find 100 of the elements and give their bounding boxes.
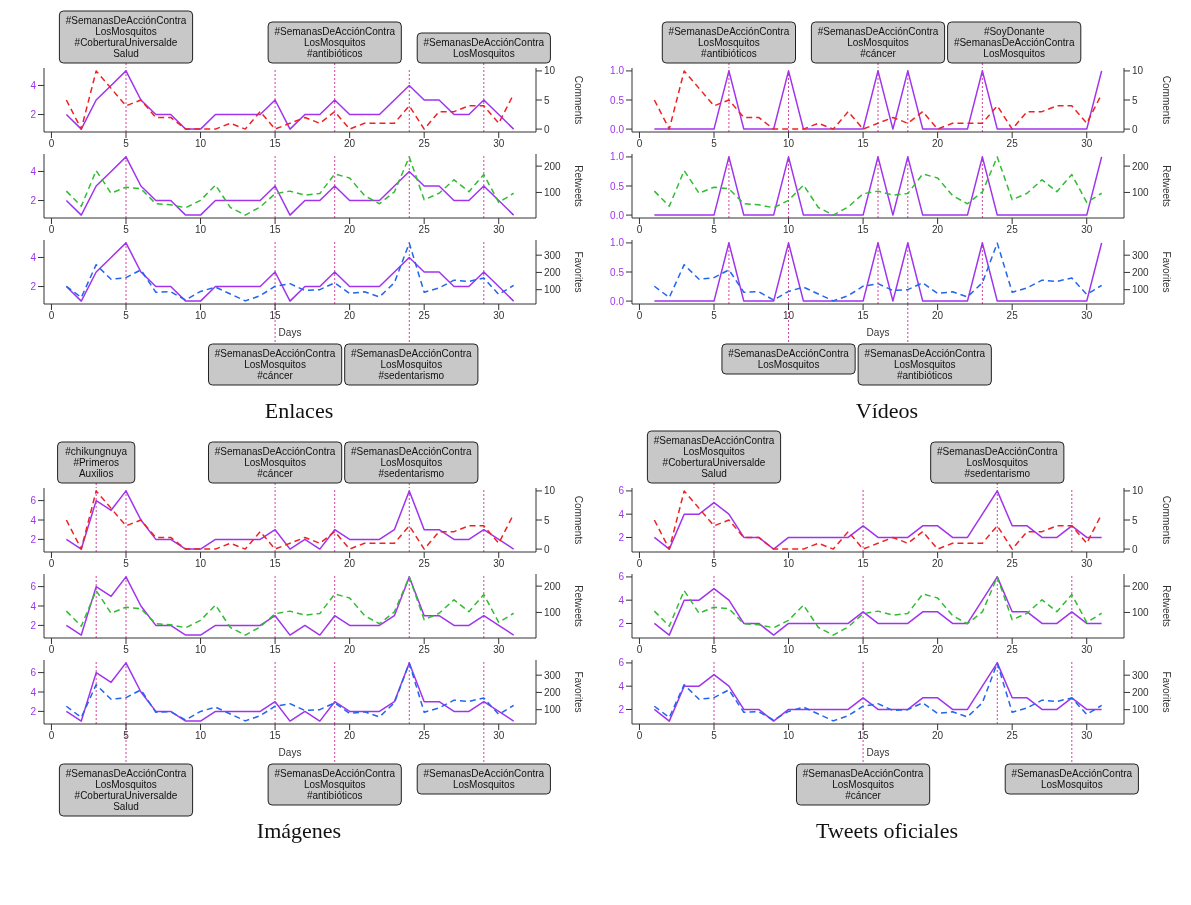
- y2-tick-label: 0: [1132, 543, 1138, 555]
- x-axis-title: Days: [278, 747, 302, 758]
- x-tick-label: 10: [194, 558, 207, 570]
- x-tick-label: 10: [782, 558, 795, 570]
- x-tick-label: 15: [857, 224, 870, 236]
- y2-tick-label: 100: [544, 704, 562, 716]
- y2-tick-label: 0: [544, 123, 550, 135]
- x-tick-label: 15: [857, 558, 870, 570]
- y2-tick-label: 5: [544, 514, 550, 526]
- text: Tweets oficiales: [815, 818, 959, 844]
- x-tick-label: 30: [1081, 558, 1093, 570]
- x-tick-label: 30: [1081, 138, 1093, 150]
- y-tick-label: 4: [30, 252, 37, 263]
- y-tick-label: 4: [30, 600, 37, 612]
- x-tick-label: 10: [782, 310, 795, 322]
- x-tick-label: 5: [123, 224, 130, 236]
- x-tick-label: 15: [857, 730, 870, 742]
- ref-line-label: #SemanasDeAcciónContra LosMosquitos: [1011, 768, 1133, 790]
- x-tick-label: 20: [344, 138, 356, 150]
- x-tick-label: 10: [194, 730, 207, 742]
- y-tick-label: 4: [30, 166, 37, 177]
- y2-tick-label: 100: [544, 607, 562, 618]
- ref-line-label: #chikungnuya #Primeros Auxilios: [65, 446, 128, 479]
- y2-tick-label: 300: [544, 249, 562, 261]
- x-tick-label: 0: [48, 310, 55, 322]
- y2-tick-label: 10: [544, 65, 556, 77]
- x-tick-label: 15: [269, 558, 282, 570]
- y-tick-label: 4: [30, 514, 37, 526]
- x-tick-label: 15: [269, 138, 282, 150]
- ref-line-label: #SemanasDeAcciónContra LosMosquitos #CoberturaUniversalde Salud: [653, 435, 775, 479]
- y2-tick-label: 100: [1132, 284, 1150, 296]
- x-tick-label: 25: [418, 138, 431, 150]
- x-tick-label: 30: [493, 644, 505, 656]
- y2-tick-label: 300: [1132, 249, 1150, 261]
- x-tick-label: 30: [493, 558, 505, 570]
- x-tick-label: 15: [269, 730, 282, 742]
- y-tick-label: 4: [30, 80, 37, 91]
- y-tick-label: 1.0: [610, 151, 625, 163]
- x-tick-label: 25: [1006, 138, 1019, 150]
- x-tick-label: 5: [711, 138, 718, 150]
- x-tick-label: 20: [344, 224, 356, 236]
- text: Imágenes: [255, 818, 343, 844]
- ref-line-label: #SemanasDeAcciónContra LosMosquitos: [423, 768, 545, 790]
- ref-line-label: #SemanasDeAcciónContra LosMosquitos #sedentarismo: [350, 348, 473, 381]
- y-tick-label: 2: [30, 109, 37, 121]
- y2-tick-label: 5: [544, 94, 550, 106]
- x-tick-label: 10: [782, 730, 795, 742]
- y-tick-label: 2: [30, 619, 37, 631]
- ref-line-label: #SemanasDeAcciónContra LosMosquitos #cáncer: [817, 26, 939, 59]
- y2-axis-title: Retweets: [1160, 585, 1172, 627]
- y-tick-label: 4: [618, 594, 625, 606]
- x-tick-label: 10: [194, 138, 207, 150]
- x-tick-label: 20: [344, 310, 356, 322]
- x-tick-label: 30: [493, 730, 505, 742]
- ref-line-label: #SemanasDeAcciónContra LosMosquitos: [728, 348, 850, 370]
- y2-tick-label: 200: [1132, 580, 1150, 592]
- y2-axis-title: Favorites: [1160, 671, 1172, 713]
- x-tick-label: 20: [932, 138, 944, 150]
- y-tick-label: 2: [30, 195, 37, 207]
- y-tick-label: 2: [30, 705, 37, 717]
- ref-line-label: #SemanasDeAcciónContra LosMosquitos #sedentarismo: [350, 446, 473, 479]
- y2-tick-label: 0: [544, 543, 550, 555]
- y2-tick-label: 200: [1132, 266, 1150, 278]
- x-tick-label: 0: [48, 224, 55, 236]
- y2-axis-title: Comments: [572, 495, 584, 545]
- x-axis-title: Days: [866, 327, 890, 338]
- ref-line-label: #SemanasDeAcciónContra LosMosquitos #sedentarismo: [936, 446, 1059, 479]
- ref-line-label: #SemanasDeAcciónContra LosMosquitos #antibióticos: [274, 26, 396, 59]
- x-tick-label: 15: [269, 224, 282, 236]
- ref-line-label: #SemanasDeAcciónContra LosMosquitos #cáncer: [214, 348, 336, 381]
- x-tick-label: 5: [123, 730, 130, 742]
- x-tick-label: 5: [123, 138, 130, 150]
- y2-tick-label: 5: [1132, 94, 1138, 106]
- x-tick-label: 0: [48, 558, 55, 570]
- y-tick-label: 0.0: [610, 295, 625, 307]
- x-tick-label: 20: [344, 558, 356, 570]
- y-tick-label: 2: [618, 532, 625, 543]
- x-axis-title: Days: [278, 327, 302, 338]
- y-tick-label: 6: [30, 495, 37, 507]
- x-tick-label: 10: [194, 644, 207, 656]
- y2-tick-label: 200: [1132, 686, 1150, 698]
- x-tick-label: 20: [932, 310, 944, 322]
- x-tick-label: 20: [344, 730, 356, 742]
- y2-axis-title: Comments: [1160, 75, 1172, 125]
- y2-axis-title: Retweets: [572, 585, 584, 627]
- x-tick-label: 5: [711, 224, 718, 236]
- y-tick-label: 2: [618, 704, 625, 715]
- y2-tick-label: 10: [1132, 65, 1144, 77]
- y2-axis-title: Retweets: [572, 165, 584, 207]
- x-tick-label: 5: [123, 310, 130, 322]
- x-tick-label: 25: [418, 224, 431, 236]
- y-tick-label: 2: [30, 281, 37, 293]
- y2-axis-title: Comments: [572, 75, 584, 125]
- x-tick-label: 5: [123, 644, 130, 656]
- x-tick-label: 5: [711, 310, 718, 322]
- x-tick-label: 20: [344, 644, 356, 656]
- y2-tick-label: 200: [1132, 160, 1150, 172]
- x-tick-label: 0: [636, 730, 643, 742]
- y-tick-label: 6: [30, 581, 37, 593]
- x-tick-label: 0: [48, 644, 55, 656]
